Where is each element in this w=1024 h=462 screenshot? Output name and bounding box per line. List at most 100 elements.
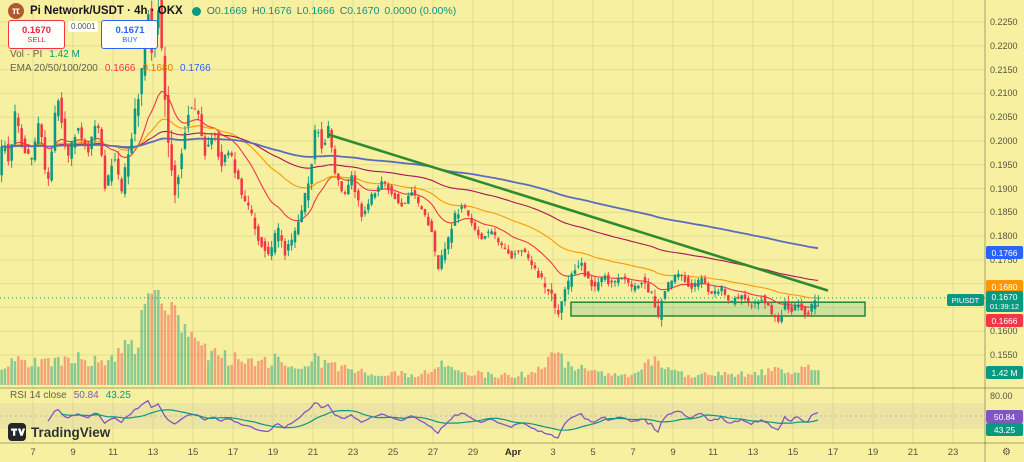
symbol-title[interactable]: Pi Network/USDT · 4h · OKX (30, 5, 183, 17)
rsi-upper-level-label: 80.00 (990, 391, 1013, 401)
time-tick-label: 15 (187, 447, 199, 458)
high-letter: H (252, 5, 260, 17)
buy-label: BUY (122, 34, 138, 44)
buy-button[interactable]: 0.1671 BUY (101, 20, 159, 49)
rsi-value-axis-label: 50.84 (986, 410, 1023, 423)
ema20-line (1, 90, 819, 308)
ema-indicator-label: EMA 20/50/100/200 (10, 63, 98, 74)
price-tick-label: 0.1800 (990, 231, 1018, 242)
time-tick-label: 21 (907, 447, 919, 458)
price-tick-label: 0.2250 (990, 17, 1018, 27)
live-status-icon (191, 6, 201, 16)
close-value: 0.1670 (347, 5, 380, 17)
tradingview-watermark[interactable]: TradingView (8, 423, 110, 441)
sell-button[interactable]: 0.1670 SELL (8, 20, 65, 49)
time-tick-label: 19 (267, 447, 279, 458)
rsi-ma-value: 43.25 (105, 390, 131, 401)
time-tick-label: 15 (787, 447, 799, 458)
last-price-value: 0.1670 (991, 292, 1018, 302)
time-tick-label: 17 (227, 447, 239, 458)
support-zone-box (570, 301, 866, 317)
time-tick-label: Apr (504, 447, 522, 458)
change-value: 0.0000 (0.00%) (384, 5, 457, 17)
ema200-value: 0.1766 (180, 63, 211, 74)
price-tick-label: 0.1900 (990, 183, 1018, 194)
price-tick-label: 0.2150 (990, 64, 1018, 75)
grid-lines (0, 0, 985, 443)
rsi-line (47, 399, 819, 439)
price-tick-label: 0.1750 (990, 254, 1018, 265)
time-tick-label: 23 (347, 447, 359, 458)
price-tick-label: 0.2050 (990, 112, 1018, 123)
candle-countdown: 01:39:12 (989, 302, 1020, 312)
time-tick-label: 25 (387, 447, 399, 458)
time-tick-label: 11 (708, 447, 718, 458)
ema100-line (1, 130, 819, 281)
open-value: 0.1669 (214, 5, 248, 17)
descending-trendline (327, 133, 829, 292)
time-tick-label: 5 (590, 447, 596, 458)
tradingview-watermark-text: TradingView (31, 424, 111, 440)
ema-indicator-row[interactable]: EMA 20/50/100/200 0.1666 0.1680 0.1766 (10, 63, 211, 74)
time-tick-label: 9 (70, 447, 76, 458)
chart-header: π Pi Network/USDT · 4h · OKX O0.1669 H0.… (8, 3, 456, 19)
volume-axis-label: 1.42 M (986, 366, 1023, 379)
time-tick-label: 19 (867, 447, 879, 458)
ema20-axis-label: 0.1666 (986, 314, 1023, 327)
price-tick-label: 0.1950 (990, 159, 1018, 170)
time-tick-label: 7 (30, 447, 36, 458)
rsi-indicator-row[interactable]: RSI 14 close 50.84 43.25 (10, 390, 131, 401)
rsi-ma-line (61, 409, 819, 431)
sell-price: 0.1670 (21, 24, 52, 36)
price-tick-label: 0.1600 (990, 326, 1018, 337)
time-tick-label: 27 (427, 447, 439, 458)
open-letter: O (206, 5, 215, 17)
volume-indicator-label: Vol · PI (10, 49, 43, 60)
time-tick-label: 21 (307, 447, 319, 458)
spread-value: 0.0001 (68, 21, 99, 32)
time-tick-label: 17 (827, 447, 839, 458)
time-tick-label: 3 (550, 447, 556, 458)
ema200-line (1, 137, 819, 250)
sell-label: SELL (27, 34, 46, 44)
ohlc-readout: O0.1669 H0.1676 L0.1666 C0.1670 0.0000 (… (207, 5, 457, 17)
price-tick-label: 0.1550 (990, 350, 1018, 360)
price-tick-label: 0.1850 (990, 207, 1018, 218)
rsi-pane (0, 399, 985, 439)
time-tick-label: 11 (108, 447, 118, 458)
last-price-axis-label: 0.1670 01:39:12 (986, 291, 1023, 313)
rsi-value: 50.84 (73, 390, 99, 401)
time-tick-label: 23 (947, 447, 959, 458)
time-tick-label: 13 (747, 447, 759, 458)
volume-bars-down (7, 293, 810, 385)
time-tick-label: 7 (630, 447, 636, 458)
price-tick-label: 0.2200 (990, 40, 1018, 51)
volume-indicator-value: 1.42 M (49, 49, 80, 60)
order-widget: 0.1670 SELL 0.0001 0.1671 BUY (8, 20, 159, 49)
rsi-indicator-label: RSI 14 close (10, 390, 67, 401)
ema200-axis-label: 0.1766 (986, 246, 1023, 259)
time-tick-label: 9 (670, 447, 676, 458)
ema50-value: 0.1680 (142, 63, 174, 74)
time-tick-label: 13 (147, 447, 159, 458)
volume-indicator-row[interactable]: Vol · PI 1.42 M (10, 49, 80, 60)
ema50-line (1, 118, 818, 299)
symbol-tag-label: PIUSDT (947, 294, 984, 306)
tradingview-logo-icon (8, 423, 26, 441)
main-price-pane (0, 0, 985, 385)
low-value: 0.1666 (302, 5, 335, 17)
symbol-logo-icon: π (8, 3, 24, 19)
low-letter: L (296, 5, 303, 17)
high-value: 0.1676 (259, 5, 292, 17)
ema20-value: 0.1666 (104, 63, 136, 74)
time-tick-label: 29 (467, 447, 479, 458)
rsi-ma-axis-label: 43.25 (986, 423, 1023, 436)
price-tick-label: 0.2100 (990, 88, 1018, 99)
ema50-axis-label: 0.1680 (986, 280, 1023, 293)
candle-bodies-up (0, 10, 820, 322)
buy-price: 0.1671 (115, 24, 145, 36)
axis-settings-icon[interactable]: ⚙ (1002, 447, 1011, 458)
price-tick-label: 0.2000 (990, 135, 1018, 146)
